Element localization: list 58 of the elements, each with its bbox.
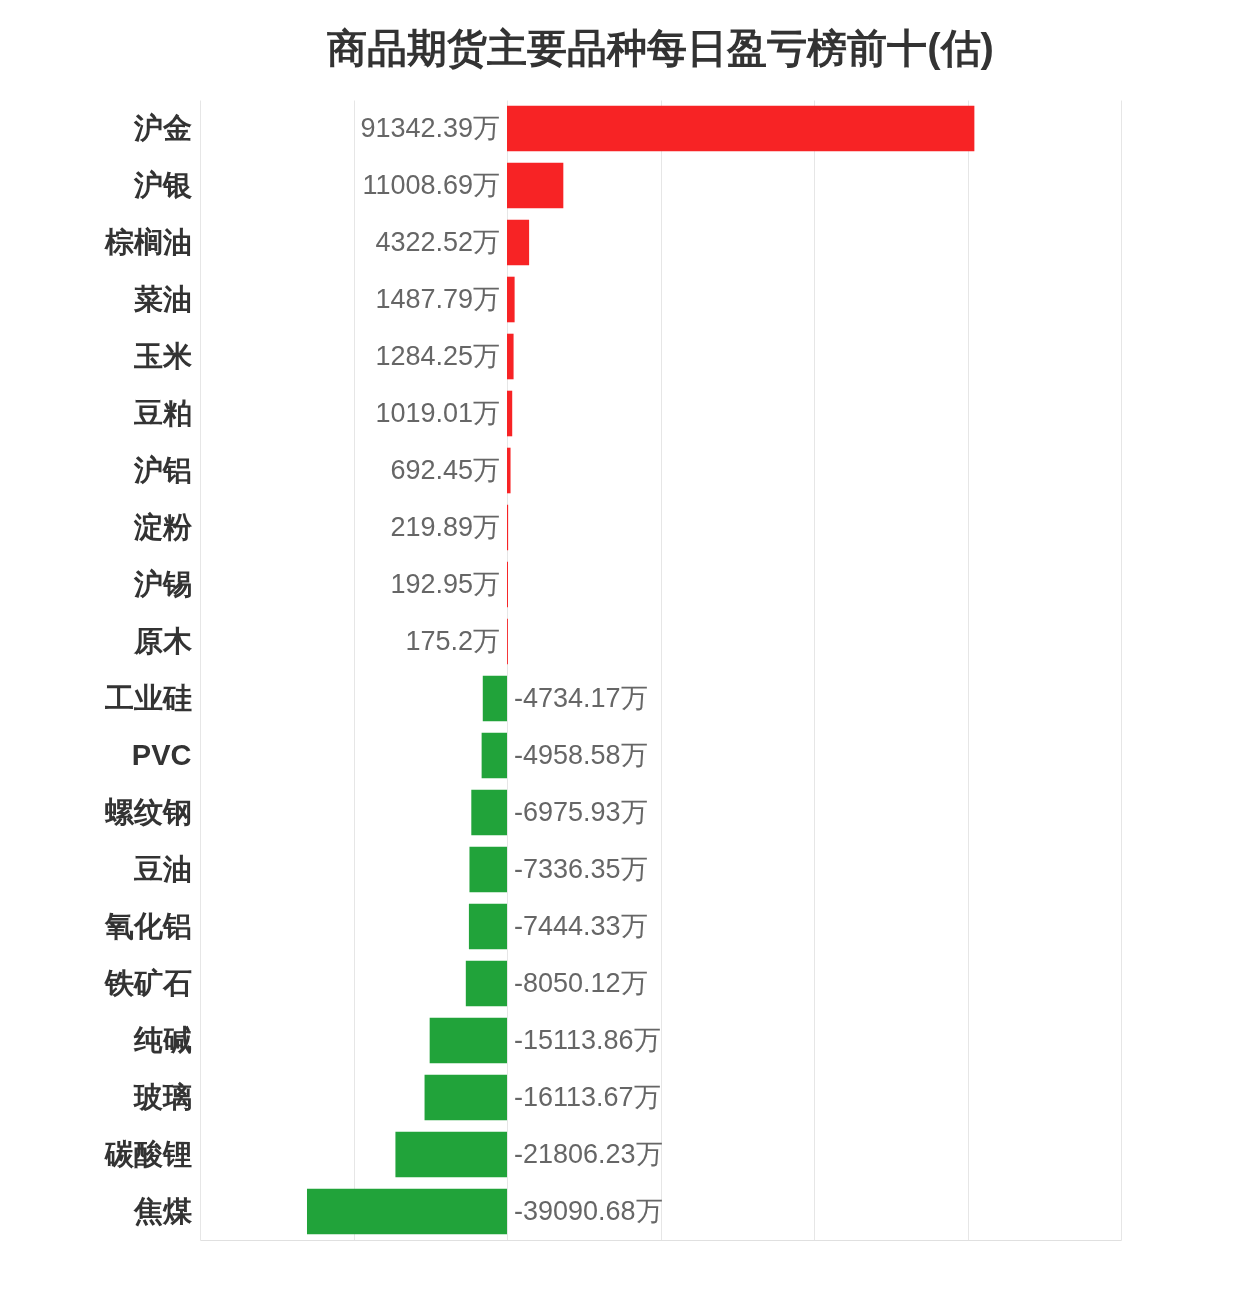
data-label: 175.2万	[405, 625, 500, 656]
y-tick-label: 玻璃	[132, 1080, 192, 1113]
bar	[306, 1188, 507, 1235]
y-tick-label: 豆粕	[132, 396, 192, 429]
y-tick-label: 工业硅	[103, 681, 192, 714]
data-label: -15113.86万	[514, 1024, 661, 1055]
data-label: 192.95万	[390, 568, 500, 599]
bar	[507, 105, 975, 152]
data-label: -39090.68万	[514, 1195, 663, 1226]
bar	[482, 675, 507, 722]
y-tick-label: 纯碱	[132, 1023, 192, 1056]
y-tick-label: 豆油	[132, 852, 192, 885]
data-label: 1019.01万	[375, 397, 500, 428]
bar	[424, 1074, 507, 1121]
y-tick-label: 菜油	[132, 282, 192, 315]
y-tick-label: 焦煤	[132, 1194, 193, 1227]
data-label: 1487.79万	[375, 283, 500, 314]
y-tick-label: 沪银	[132, 168, 192, 201]
data-label: -21806.23万	[514, 1138, 663, 1169]
y-tick-label: 淀粉	[132, 510, 193, 543]
data-label: -7336.35万	[514, 853, 648, 884]
bar	[395, 1131, 507, 1178]
y-tick-label: 棕榈油	[103, 225, 192, 258]
data-label: -4734.17万	[514, 682, 648, 713]
y-tick-label: 沪金	[132, 111, 192, 144]
bar	[507, 333, 514, 380]
data-label: 692.45万	[390, 454, 500, 485]
bar	[468, 903, 507, 950]
y-tick-label: 螺纹钢	[103, 795, 192, 828]
bar	[507, 447, 511, 494]
data-label: 91342.39万	[360, 112, 500, 143]
data-label: 11008.69万	[362, 169, 500, 200]
data-label: -7444.33万	[514, 910, 648, 941]
data-label: -4958.58万	[514, 739, 648, 770]
data-label: -16113.67万	[514, 1081, 661, 1112]
chart-title: 商品期货主要品种每日盈亏榜前十(估)	[327, 26, 994, 70]
y-tick-label: 沪锡	[132, 567, 192, 600]
y-tick-label: 玉米	[132, 339, 192, 372]
bar	[465, 960, 507, 1007]
y-tick-label: 氧化铝	[103, 909, 192, 942]
data-label: 4322.52万	[375, 226, 500, 257]
y-tick-label: 碳酸锂	[103, 1137, 192, 1170]
bar	[429, 1017, 507, 1064]
y-tick-label: 原木	[132, 624, 193, 657]
y-tick-label: 沪铝	[132, 453, 192, 486]
data-label: -6975.93万	[514, 796, 648, 827]
y-tick-label: 铁矿石	[103, 966, 192, 999]
data-label: -8050.12万	[514, 967, 648, 998]
bar	[507, 390, 513, 437]
bar	[481, 732, 507, 779]
bar	[507, 276, 515, 323]
y-tick-label: PVC	[131, 738, 192, 771]
data-label: 1284.25万	[375, 340, 500, 371]
bar	[471, 789, 507, 836]
bar	[507, 219, 530, 266]
bar	[469, 846, 507, 893]
bar	[507, 162, 564, 209]
data-label: 219.89万	[390, 511, 500, 542]
